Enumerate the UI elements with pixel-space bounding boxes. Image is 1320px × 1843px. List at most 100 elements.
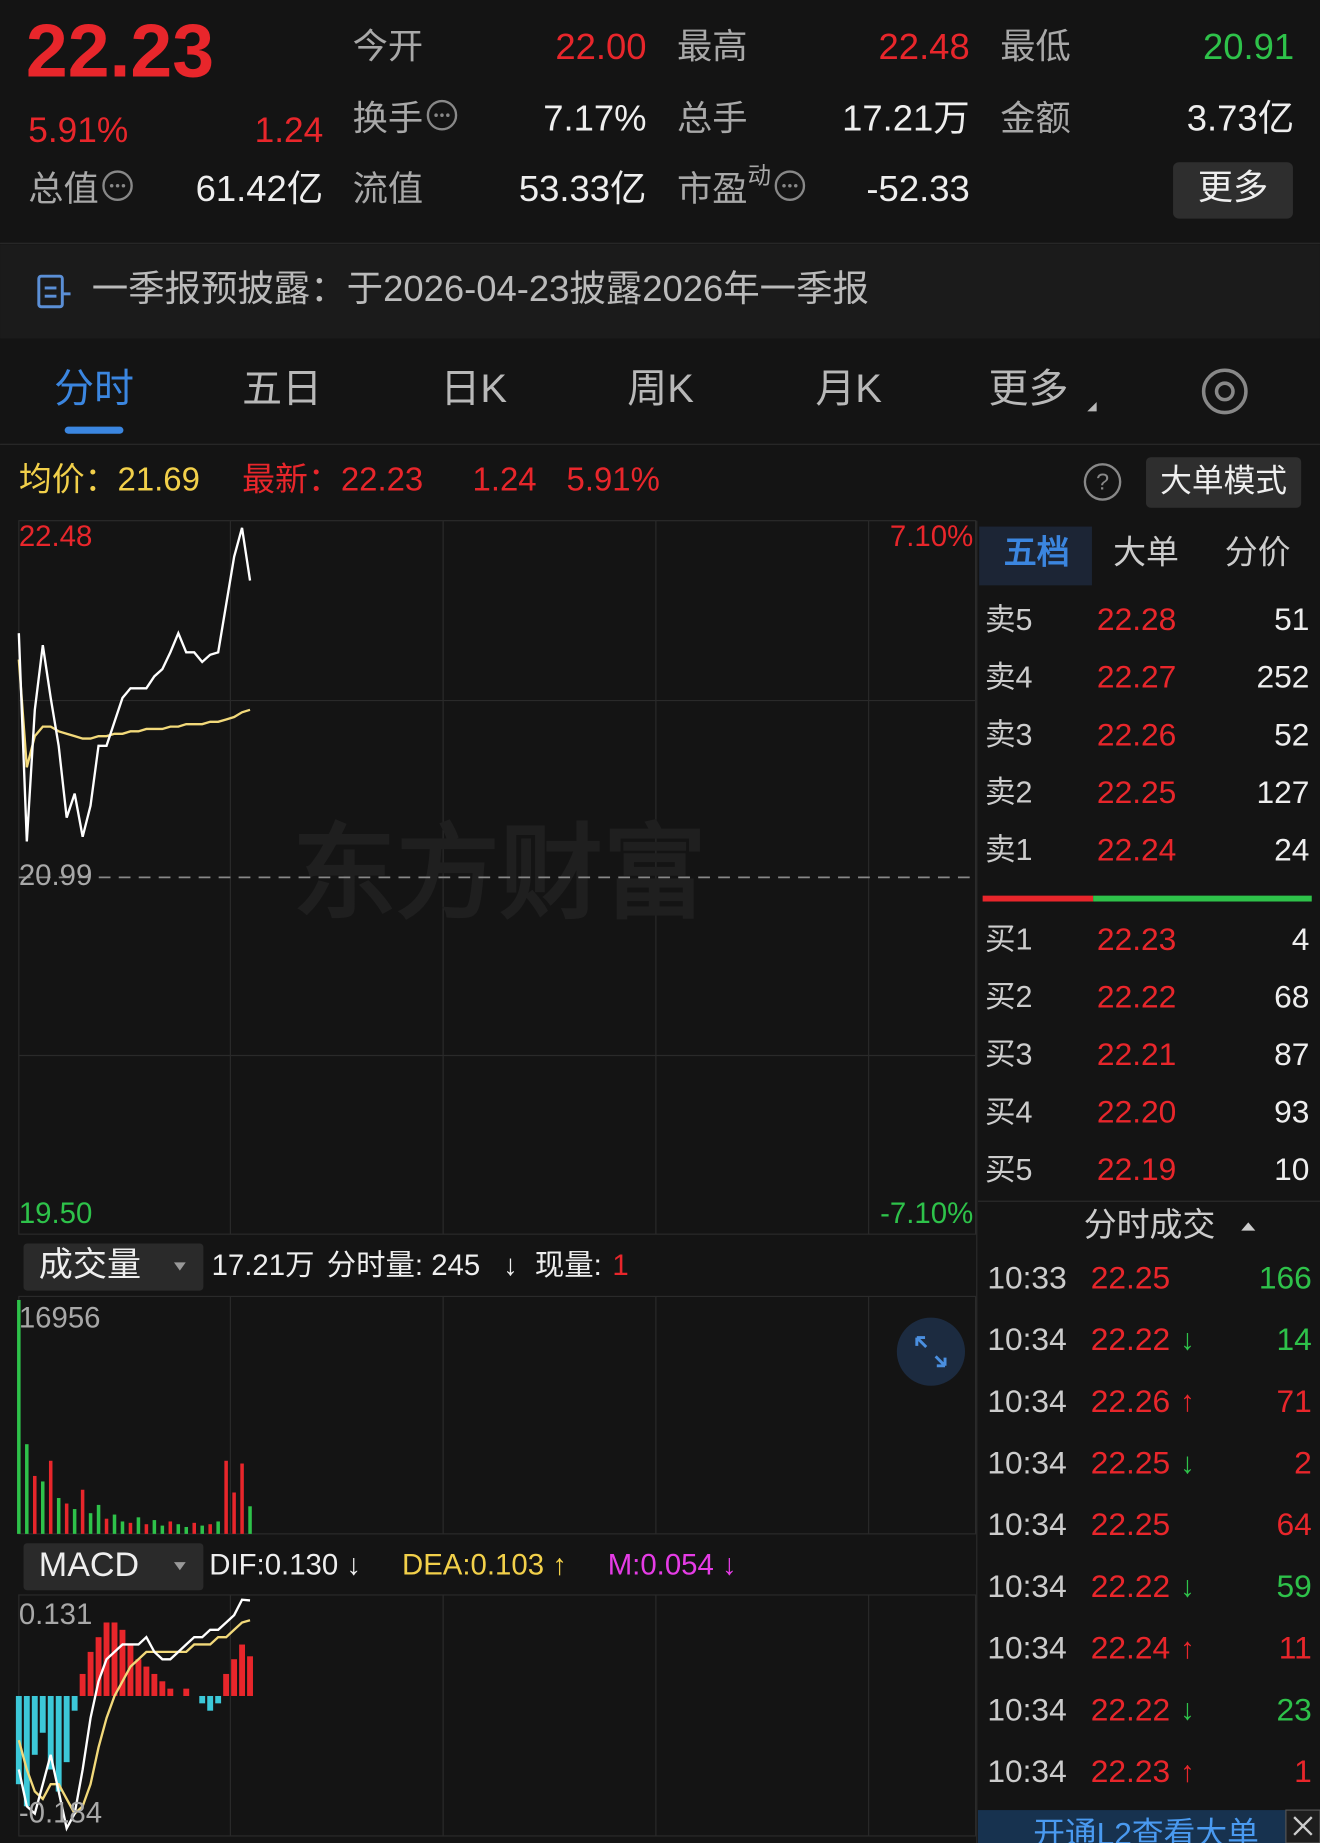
trade-volume: 23: [1276, 1691, 1311, 1727]
tab[interactable]: 周K: [627, 367, 694, 411]
book-tab[interactable]: 大单: [1113, 533, 1179, 570]
trade-volume: 11: [1279, 1630, 1312, 1666]
more-button-label[interactable]: 更多: [1198, 169, 1269, 208]
chart-frame: [18, 520, 977, 1235]
ratio-buy: [1093, 895, 1312, 902]
doc-icon: [37, 274, 71, 309]
stat-label: 总值: [28, 170, 99, 209]
volume-bar: [160, 1525, 165, 1534]
volume-bar: [33, 1475, 37, 1534]
book-price: 22.27: [1097, 659, 1176, 695]
settings-icon[interactable]: [1201, 368, 1248, 415]
trade-arrow: ↑: [1180, 1755, 1195, 1788]
expand-button[interactable]: [896, 1317, 966, 1386]
y-tick-label: 19.50: [19, 1197, 93, 1230]
l2-banner-text[interactable]: 开通L2查看大单: [1033, 1815, 1259, 1843]
volume-bar: [104, 1518, 109, 1534]
selector[interactable]: [23, 1243, 204, 1291]
macd-bar: [135, 1659, 142, 1696]
tab-underline: [64, 426, 124, 434]
macd-bar: [215, 1695, 222, 1704]
macd-bar: [111, 1622, 118, 1696]
tab[interactable]: 日K: [440, 367, 507, 411]
volume-bar: [144, 1524, 149, 1534]
book-label: 卖1: [985, 833, 1033, 867]
book-price: 22.22: [1097, 978, 1176, 1014]
volume-bar: [176, 1524, 181, 1534]
macd-bar: [71, 1695, 78, 1711]
book-tab[interactable]: 分价: [1225, 533, 1291, 570]
trades-title[interactable]: 分时成交: [1084, 1206, 1216, 1243]
book-tab-active: [979, 526, 1092, 586]
volume-bar: [17, 1299, 21, 1534]
info-dot: [121, 183, 126, 188]
more-button[interactable]: [1173, 162, 1293, 219]
volume-bar: [248, 1506, 252, 1534]
tab[interactable]: 更多: [989, 367, 1069, 411]
latest-change-pct: 5.91%: [567, 461, 660, 498]
selector-arrow: [173, 1562, 186, 1571]
avg-price: 均价：21.69: [19, 461, 200, 498]
trade-arrow: ↓: [1180, 1694, 1195, 1727]
stat-sup: 动: [748, 163, 772, 189]
stat-label: 金额: [1000, 99, 1071, 138]
info-icon[interactable]: [774, 170, 806, 201]
selector[interactable]: [23, 1543, 204, 1591]
book-price: 22.26: [1097, 716, 1176, 752]
tab[interactable]: 五日: [242, 367, 322, 411]
info-icon[interactable]: [102, 170, 133, 201]
stat-value: 53.33亿: [519, 168, 647, 209]
book-volume: 127: [1256, 774, 1309, 810]
trade-price: 22.22: [1091, 1321, 1170, 1357]
selector-label[interactable]: MACD: [39, 1546, 139, 1584]
macd-bar: [183, 1688, 190, 1696]
volume-bar: [96, 1504, 101, 1534]
stat-label: 市盈: [677, 170, 748, 209]
volume-bar: [128, 1522, 133, 1534]
trade-volume: 64: [1276, 1506, 1311, 1542]
trade-arrow: ↑: [1180, 1385, 1195, 1418]
book-price: 22.24: [1097, 832, 1176, 868]
macd-bar: [199, 1695, 206, 1704]
mode-button-label[interactable]: 大单模式: [1160, 462, 1287, 498]
trade-price: 22.23: [1091, 1753, 1170, 1789]
trade-price: 22.22: [1091, 1691, 1170, 1727]
notice-text[interactable]: 一季报预披露：于2026-04-23披露2026年一季报: [92, 268, 869, 309]
stat-label: 流值: [353, 170, 424, 209]
selector-label[interactable]: 成交量: [39, 1246, 141, 1284]
notice-bar[interactable]: [0, 244, 1320, 339]
book-price: 22.21: [1097, 1036, 1176, 1072]
y-tick-label: -0.184: [19, 1797, 102, 1830]
volume-bar: [184, 1526, 189, 1534]
change: 1.24: [255, 111, 324, 150]
macd-bar: [143, 1666, 150, 1696]
mode-button[interactable]: [1146, 457, 1302, 508]
trade-price: 22.25: [1091, 1506, 1170, 1542]
volume-bar: [40, 1481, 45, 1534]
book-label: 买5: [985, 1153, 1033, 1187]
info-dot: [782, 183, 786, 188]
stat-label: 今开: [353, 28, 424, 67]
trade-arrow: ↑: [1180, 1632, 1195, 1665]
help-icon[interactable]: [1083, 463, 1122, 501]
trade-time: 10:34: [987, 1321, 1066, 1357]
tab[interactable]: 分时: [54, 367, 134, 411]
volume-bar: [136, 1517, 141, 1534]
macd-bar: [223, 1673, 230, 1696]
stat-label: 最低: [1000, 28, 1071, 67]
info-dot: [446, 113, 450, 117]
help-mark[interactable]: ?: [1096, 468, 1109, 494]
book-label: 买4: [985, 1095, 1033, 1129]
l2-banner[interactable]: [977, 1810, 1320, 1843]
macd-bar: [167, 1688, 174, 1696]
tab[interactable]: 月K: [815, 367, 882, 411]
book-volume: 87: [1274, 1036, 1309, 1072]
book-tab[interactable]: 五档: [1004, 533, 1070, 570]
book-label: 买3: [985, 1038, 1033, 1072]
dea-label: DEA:0.103 ↑: [402, 1549, 567, 1582]
sort-arrow: [1241, 1222, 1256, 1231]
trade-volume: 166: [1259, 1259, 1312, 1295]
book-volume: 52: [1274, 716, 1309, 752]
info-icon[interactable]: [426, 99, 458, 131]
